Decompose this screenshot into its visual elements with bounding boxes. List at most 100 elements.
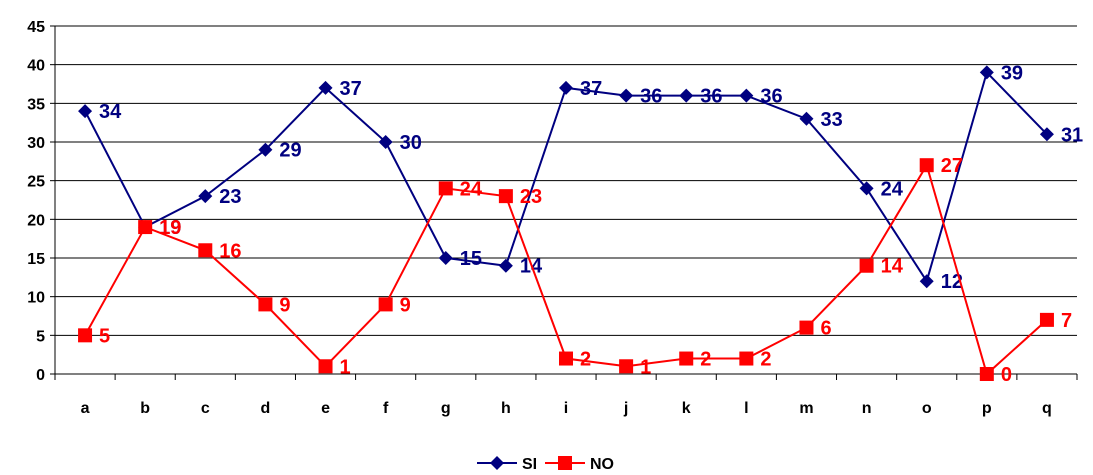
y-tick-label: 10	[27, 290, 45, 307]
data-point-si	[739, 88, 754, 103]
data-label-si: 39	[1001, 62, 1023, 84]
x-tick-label: g	[441, 400, 451, 417]
x-tick-label: k	[682, 400, 691, 417]
y-tick-label: 20	[27, 212, 45, 229]
gridlines	[55, 25, 1077, 336]
y-tick-label: 45	[27, 19, 45, 36]
data-point-no	[378, 297, 393, 312]
legend-label-si: SI	[522, 456, 537, 473]
data-label-si: 29	[279, 140, 301, 162]
y-tick-label: 35	[27, 96, 45, 113]
data-label-si: 33	[820, 109, 842, 131]
data-point-no	[979, 367, 994, 381]
x-tick-label: f	[383, 400, 389, 417]
data-point-no	[438, 181, 453, 196]
data-point-si	[799, 111, 814, 126]
data-point-no	[559, 351, 573, 366]
legend: SI NO	[477, 456, 614, 473]
data-point-si	[78, 104, 93, 119]
data-label-si: 36	[760, 86, 782, 108]
data-label-si: 31	[1061, 124, 1083, 146]
data-label-no: 2	[580, 349, 591, 371]
data-label-si: 12	[941, 271, 963, 293]
legend-item-no: NO	[545, 456, 614, 473]
x-tick-label: d	[261, 400, 271, 417]
data-label-no: 2	[760, 349, 771, 371]
y-tick-label: 5	[36, 328, 45, 345]
data-label-no: 1	[340, 356, 351, 378]
y-tick-label: 0	[36, 367, 45, 384]
x-tick-label: i	[564, 400, 568, 417]
y-tick-label: 15	[27, 251, 45, 268]
data-point-si	[1039, 127, 1054, 142]
data-label-no: 16	[219, 240, 241, 262]
y-axis: 0 5 10 15 20 25 30 35 40 45	[27, 19, 55, 384]
data-point-si	[378, 135, 393, 149]
x-tick-label: q	[1042, 400, 1052, 417]
data-label-no: 14	[881, 256, 904, 278]
data-label-no: 2	[700, 349, 711, 371]
data-label-no: 19	[159, 217, 181, 239]
data-point-si	[679, 88, 694, 103]
legend-marker-si	[490, 456, 504, 470]
data-point-no	[799, 320, 814, 335]
y-tick-label: 30	[27, 135, 45, 152]
data-point-no	[78, 328, 93, 343]
x-tick-label: a	[81, 400, 90, 417]
data-label-si: 23	[219, 186, 241, 208]
data-point-no	[138, 220, 153, 235]
data-point-no	[498, 189, 513, 204]
data-label-si: 36	[640, 86, 662, 108]
x-tick-label: m	[799, 400, 813, 417]
legend-marker-no	[558, 456, 572, 470]
x-tick-label: c	[201, 400, 210, 417]
data-point-si	[619, 88, 634, 103]
x-tick-label: l	[744, 400, 748, 417]
x-tick-label: o	[922, 400, 932, 417]
y-tick-label: 40	[27, 58, 45, 75]
series-si: 34 19 23 29 37 30 15 14 37 36 36 36 33 24 12 39 31	[78, 62, 1083, 293]
data-point-si	[258, 142, 273, 157]
data-point-no	[258, 297, 273, 312]
data-point-no	[919, 158, 934, 173]
data-label-si: 15	[460, 248, 482, 270]
data-point-no	[619, 359, 634, 374]
data-label-si: 37	[580, 78, 602, 100]
data-point-si	[498, 258, 513, 273]
data-label-si: 30	[400, 132, 422, 154]
data-label-si: 37	[340, 78, 362, 100]
x-tick-label: b	[140, 400, 150, 417]
data-point-no	[739, 351, 754, 366]
data-point-si	[318, 80, 333, 95]
x-tick-label: p	[982, 400, 992, 417]
data-point-si	[198, 189, 213, 204]
x-tick-label: j	[623, 400, 628, 417]
data-label-no: 9	[400, 294, 411, 316]
x-tick-label: h	[501, 400, 511, 417]
data-label-no: 6	[820, 318, 831, 340]
y-tick-label: 25	[27, 174, 45, 191]
legend-label-no: NO	[590, 456, 614, 473]
x-axis: a b c d e f g h i j k l m n o p q	[54, 374, 1078, 417]
data-label-si: 24	[881, 178, 904, 200]
data-point-no	[318, 359, 333, 374]
data-label-si: 34	[99, 101, 122, 123]
x-tick-label: n	[862, 400, 872, 417]
data-label-no: 1	[640, 356, 651, 378]
data-point-si	[979, 65, 994, 80]
data-point-si	[559, 80, 573, 95]
legend-item-si: SI	[477, 456, 537, 473]
data-label-no: 27	[941, 155, 963, 177]
data-label-no: 23	[520, 186, 542, 208]
data-label-no: 7	[1061, 310, 1072, 332]
data-point-no	[198, 243, 213, 258]
data-label-si: 36	[700, 86, 722, 108]
data-label-no: 0	[1001, 364, 1012, 386]
data-point-no	[859, 258, 874, 273]
data-point-si	[438, 251, 453, 265]
data-point-no	[1039, 312, 1054, 327]
data-point-no	[679, 351, 694, 366]
